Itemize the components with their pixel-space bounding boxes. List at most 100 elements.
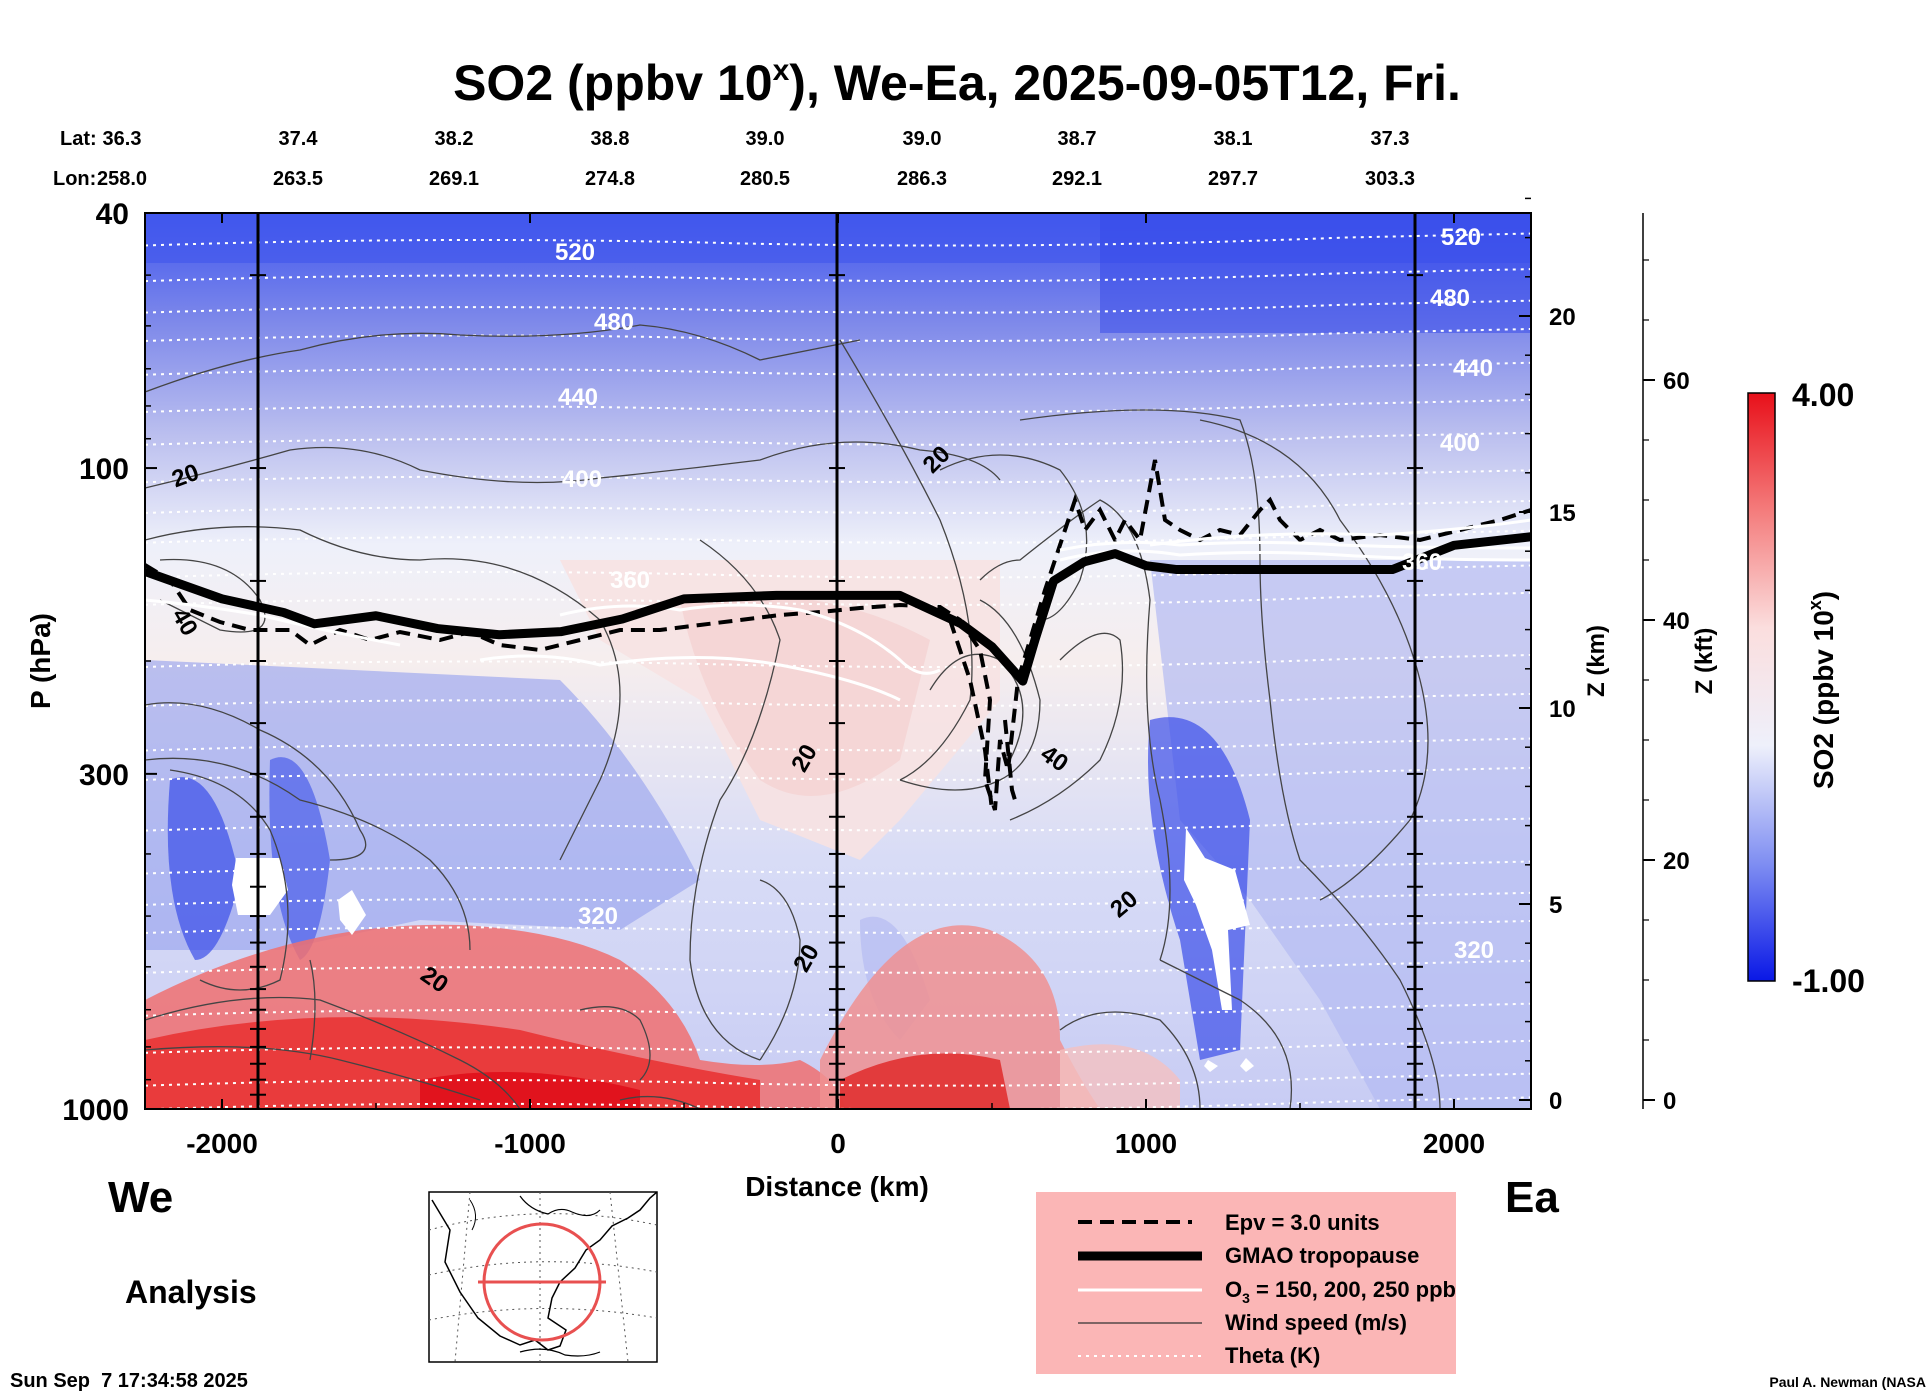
kft-tick-label: 60	[1663, 368, 1690, 395]
colorbar	[1747, 392, 1776, 982]
lon-value: 303.3	[1365, 168, 1415, 190]
theta-labels: 520 480 440 400 360 320 520 480 440 400 360 320	[555, 224, 1494, 964]
lon-row-label: Lon:	[53, 168, 96, 190]
theta-label: 480	[594, 309, 634, 336]
lon-value: 263.5	[273, 168, 323, 190]
theta-line	[145, 361, 1531, 376]
theta-label-right: 480	[1430, 285, 1470, 312]
theta-line	[145, 737, 1531, 752]
legend-epv: Epv = 3.0 units	[1225, 1210, 1380, 1235]
theta-label: 520	[555, 239, 595, 266]
tropopause-line	[145, 532, 1531, 686]
theta-line	[145, 1096, 1531, 1109]
lon-value: 297.7	[1208, 168, 1258, 190]
p-tick-label: 300	[79, 759, 129, 792]
theta-line	[145, 766, 1531, 781]
theta-label-right: 400	[1440, 430, 1480, 457]
x-tick-label: 1000	[1115, 1128, 1177, 1159]
z-tick-label: 0	[1549, 1088, 1562, 1115]
colorbar-max-label: 4.00	[1792, 377, 1854, 413]
theta-line	[145, 860, 1531, 875]
theta-line	[145, 1072, 1531, 1087]
theta-line	[145, 959, 1531, 974]
p-tick-label: 100	[79, 453, 129, 486]
theta-line	[145, 692, 1531, 707]
x-axis-label: Distance (km)	[745, 1171, 929, 1202]
section-line-ticks	[250, 274, 1423, 1096]
theta-line	[145, 654, 1531, 668]
lon-value: 292.1	[1052, 168, 1102, 190]
theta-line	[145, 817, 1531, 832]
mode-label: Analysis	[125, 1274, 257, 1310]
lon-value: 258.0	[97, 168, 147, 190]
p-tick-label: 1000	[62, 1094, 129, 1127]
theta-label-right: 440	[1453, 355, 1493, 382]
legend: Epv = 3.0 units GMAO tropopause O3 = 150…	[1036, 1192, 1456, 1374]
theta-line	[145, 268, 1531, 283]
kft-tick-label: 20	[1663, 848, 1690, 875]
theta-line	[145, 499, 1531, 514]
theta-line	[145, 232, 1531, 247]
theta-line	[145, 919, 1531, 934]
chart-title: SO2 (ppbv 10x), We-Ea, 2025-09-05T12, Fr…	[453, 54, 1461, 111]
epv-line	[145, 459, 1531, 811]
theta-label-right: 520	[1441, 224, 1481, 251]
lat-row-label: Lat:	[60, 128, 97, 150]
theta-line	[145, 398, 1531, 413]
theta-label: 320	[578, 903, 618, 930]
z-tick-label: 10	[1549, 696, 1576, 723]
theta-label: 360	[610, 567, 650, 594]
lat-value: 36.3	[103, 128, 142, 150]
inset-map	[428, 1191, 658, 1363]
lon-value: 280.5	[740, 168, 790, 190]
height-kft-axis: 60 40 20 0	[1642, 213, 1690, 1115]
z-tick-label: 15	[1549, 500, 1576, 527]
east-label: Ea	[1505, 1173, 1559, 1222]
theta-label: 400	[562, 466, 602, 493]
lon-value: 274.8	[585, 168, 635, 190]
lat-value: 38.2	[435, 128, 474, 150]
legend-theta: Theta (K)	[1225, 1343, 1320, 1368]
lon-value: 286.3	[897, 168, 947, 190]
x-tick-label: -2000	[186, 1128, 258, 1159]
wind-speed-contours	[145, 324, 1441, 1109]
timestamp: Sun Sep 7 17:34:58 2025	[10, 1370, 248, 1392]
theta-line	[145, 529, 1531, 544]
ozone-lines	[145, 518, 1531, 702]
legend-wind: Wind speed (m/s)	[1225, 1310, 1407, 1335]
p-tick-label: 40	[96, 198, 129, 231]
lat-value: 38.1	[1214, 128, 1253, 150]
lat-value: 39.0	[746, 128, 785, 150]
height-km-axis: 20 15 10 5 0	[1519, 197, 1576, 1115]
theta-label: 440	[558, 384, 598, 411]
pressure-axis: 40 100 300 1000	[62, 198, 157, 1127]
theta-line	[145, 431, 1531, 446]
y-axis-label: P (hPa)	[25, 613, 56, 709]
credit: Paul A. Newman (NASA	[1769, 1374, 1926, 1390]
theta-line	[145, 1002, 1531, 1017]
theta-line	[145, 327, 1531, 342]
theta-line	[145, 591, 1531, 606]
x-tick-label: -1000	[494, 1128, 566, 1159]
kft-tick-label: 40	[1663, 608, 1690, 635]
x-tick-label: 0	[830, 1128, 846, 1159]
z-tick-label: 5	[1549, 892, 1562, 919]
kft-tick-label: 0	[1663, 1088, 1676, 1115]
theta-line	[145, 891, 1531, 906]
lat-value: 39.0	[903, 128, 942, 150]
lat-value: 38.8	[591, 128, 630, 150]
west-label: We	[108, 1173, 173, 1222]
theta-line	[145, 564, 1531, 579]
theta-label-right: 360	[1402, 549, 1442, 576]
colorbar-title: SO2 (ppbv 10x)	[1805, 591, 1839, 789]
lat-lon-header: 36.3 37.4 38.2 38.8 39.0 39.0 38.7 38.1 37.3 258.…	[97, 128, 1415, 190]
legend-ozone: O3 = 150, 200, 250 ppb	[1225, 1277, 1456, 1306]
theta-line	[145, 1039, 1531, 1054]
z-tick-label: 20	[1549, 304, 1576, 331]
lon-value: 269.1	[429, 168, 479, 190]
lat-value: 37.4	[279, 128, 319, 150]
x-tick-label: 2000	[1423, 1128, 1485, 1159]
theta-line	[145, 299, 1531, 314]
theta-line	[145, 469, 1531, 484]
